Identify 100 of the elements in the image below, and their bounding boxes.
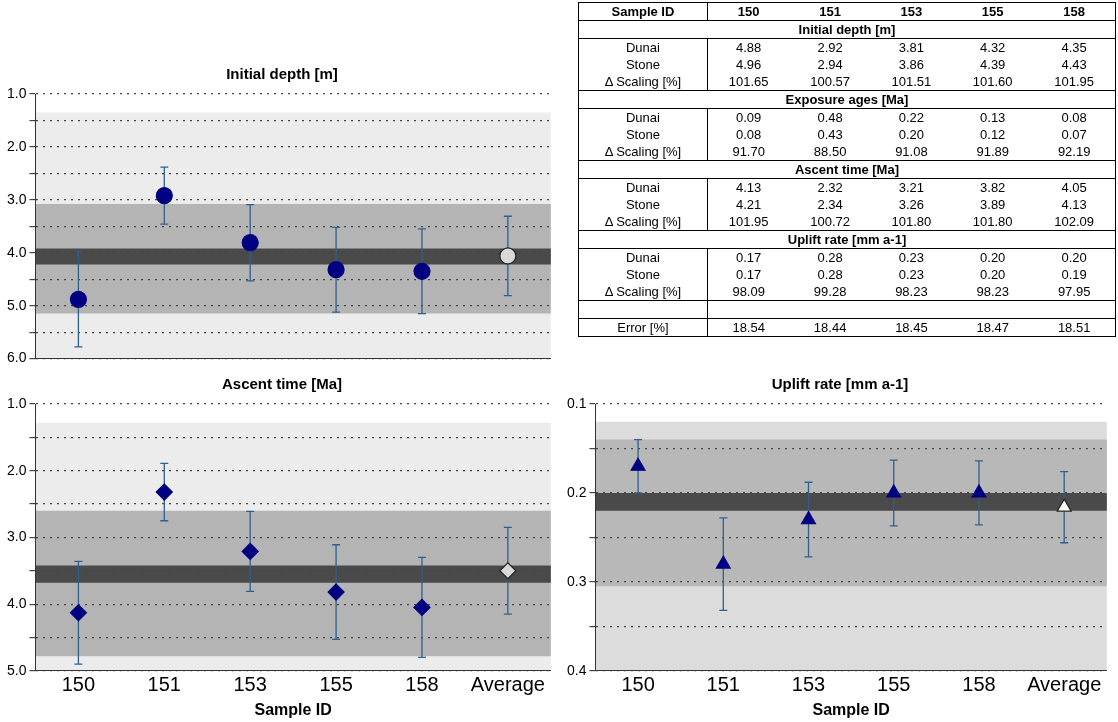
text: 98.09 bbox=[732, 284, 765, 299]
text: 0.20 bbox=[1061, 250, 1087, 265]
text: 100.57 bbox=[810, 74, 851, 89]
category-label: Dunai bbox=[625, 40, 660, 55]
y-tick-label: 4.0 bbox=[6, 243, 27, 260]
text: 3.21 bbox=[898, 180, 925, 195]
text: 2.94 bbox=[817, 57, 843, 72]
text: 18.45 bbox=[895, 320, 928, 335]
text: 2.34 bbox=[817, 197, 843, 212]
text: 101.80 bbox=[972, 214, 1013, 229]
point bbox=[413, 262, 431, 280]
point bbox=[155, 483, 173, 501]
text: 91.70 bbox=[732, 144, 765, 159]
text: 3.26 bbox=[898, 197, 925, 212]
text: 3.89 bbox=[980, 197, 1006, 212]
text: 4.88 bbox=[736, 40, 762, 55]
text: 0.17 bbox=[736, 250, 762, 265]
text: 3.81 bbox=[898, 40, 925, 55]
y-tick-label: 2.0 bbox=[6, 461, 27, 478]
chart-title: Initial depth [m] bbox=[226, 65, 338, 83]
point bbox=[69, 604, 88, 622]
text: 97.95 bbox=[1057, 284, 1091, 299]
point bbox=[800, 511, 817, 525]
text: 0.08 bbox=[736, 127, 762, 142]
text: 0.12 bbox=[980, 127, 1006, 142]
text: 18.44 bbox=[813, 320, 847, 335]
y-tick-label: 0.4 bbox=[566, 661, 587, 678]
category-label: Stone bbox=[625, 57, 660, 72]
x-tick-label: 158 bbox=[962, 673, 996, 696]
text: 18.47 bbox=[976, 320, 1009, 335]
text: 101.95 bbox=[728, 214, 769, 229]
y-tick-label: 3.0 bbox=[6, 190, 27, 207]
point bbox=[715, 555, 731, 569]
x-tick-label: 151 bbox=[147, 673, 181, 696]
x-tick-label: 153 bbox=[233, 673, 267, 696]
text: 4.21 bbox=[736, 197, 762, 212]
y-tick-label: 5.0 bbox=[6, 661, 27, 678]
y-tick-label: 1.0 bbox=[6, 394, 27, 411]
category-label: Error [%] bbox=[617, 320, 669, 335]
point bbox=[630, 457, 646, 471]
category-label: Δ Scaling [%] bbox=[604, 214, 682, 229]
y-tick-label: 5.0 bbox=[6, 296, 27, 313]
x-tick-label: Average bbox=[470, 673, 545, 696]
chart-title: Uplift rate [mm a-1] bbox=[771, 375, 909, 393]
text: 101.95 bbox=[1054, 74, 1095, 89]
category-label: 151 bbox=[789, 2, 871, 21]
text: 0.08 bbox=[1061, 110, 1087, 125]
category-label: Ascent time [Ma] bbox=[794, 162, 900, 177]
text: 3.82 bbox=[980, 180, 1006, 195]
x-tick-label: 158 bbox=[405, 673, 439, 696]
category-label: Uplift rate [mm a-1] bbox=[787, 232, 907, 247]
text: 98.23 bbox=[976, 284, 1009, 299]
y-tick-label: 3.0 bbox=[6, 528, 27, 545]
chart-title: Ascent time [Ma] bbox=[221, 375, 343, 393]
text: 100.72 bbox=[810, 214, 851, 229]
text: 91.08 bbox=[895, 144, 928, 159]
text: 0.13 bbox=[980, 110, 1006, 125]
category-label: Stone bbox=[625, 127, 660, 142]
text: 4.05 bbox=[1061, 180, 1087, 195]
point bbox=[69, 290, 88, 308]
text: 102.09 bbox=[1054, 214, 1095, 229]
text: 0.43 bbox=[817, 127, 843, 142]
x-tick-label: 150 bbox=[61, 673, 96, 696]
text: 0.20 bbox=[980, 250, 1006, 265]
y-tick-label: 1.0 bbox=[6, 84, 27, 101]
text: 4.13 bbox=[736, 180, 762, 195]
x-tick-label: 151 bbox=[706, 673, 740, 696]
y-tick-label: 2.0 bbox=[6, 137, 27, 154]
text: 0.23 bbox=[898, 267, 925, 282]
category-label: Stone bbox=[625, 267, 660, 282]
point bbox=[155, 187, 173, 205]
x-tick-label: 150 bbox=[621, 673, 655, 696]
category-label: Dunai bbox=[625, 250, 660, 265]
y-tick-label: 4.0 bbox=[6, 594, 27, 611]
text: 0.28 bbox=[817, 267, 843, 282]
text: 18.51 bbox=[1057, 320, 1091, 335]
x-tick-label: 155 bbox=[877, 673, 911, 696]
point bbox=[971, 484, 987, 498]
text: 98.23 bbox=[895, 284, 928, 299]
y-tick-label: 0.1 bbox=[566, 394, 587, 411]
text: 0.23 bbox=[898, 250, 925, 265]
category-label: 158 bbox=[1033, 2, 1116, 21]
text: 92.19 bbox=[1057, 144, 1091, 159]
category-label: 153 bbox=[870, 2, 953, 21]
x-axis-title: Sample ID bbox=[254, 700, 332, 718]
category-label: Dunai bbox=[625, 110, 660, 125]
category-label: Δ Scaling [%] bbox=[604, 74, 682, 89]
text: 0.07 bbox=[1061, 127, 1087, 142]
point bbox=[327, 583, 345, 601]
point bbox=[886, 484, 902, 498]
category-label: Sample ID bbox=[578, 2, 708, 21]
text: 0.28 bbox=[817, 250, 843, 265]
point bbox=[241, 542, 259, 561]
text: 101.80 bbox=[891, 214, 932, 229]
category-label: Δ Scaling [%] bbox=[604, 284, 682, 299]
x-tick-label: Average bbox=[1027, 673, 1102, 696]
x-tick-label: 153 bbox=[791, 673, 826, 696]
category-label: Δ Scaling [%] bbox=[604, 144, 682, 159]
point bbox=[499, 562, 517, 580]
text: 0.22 bbox=[898, 110, 925, 125]
